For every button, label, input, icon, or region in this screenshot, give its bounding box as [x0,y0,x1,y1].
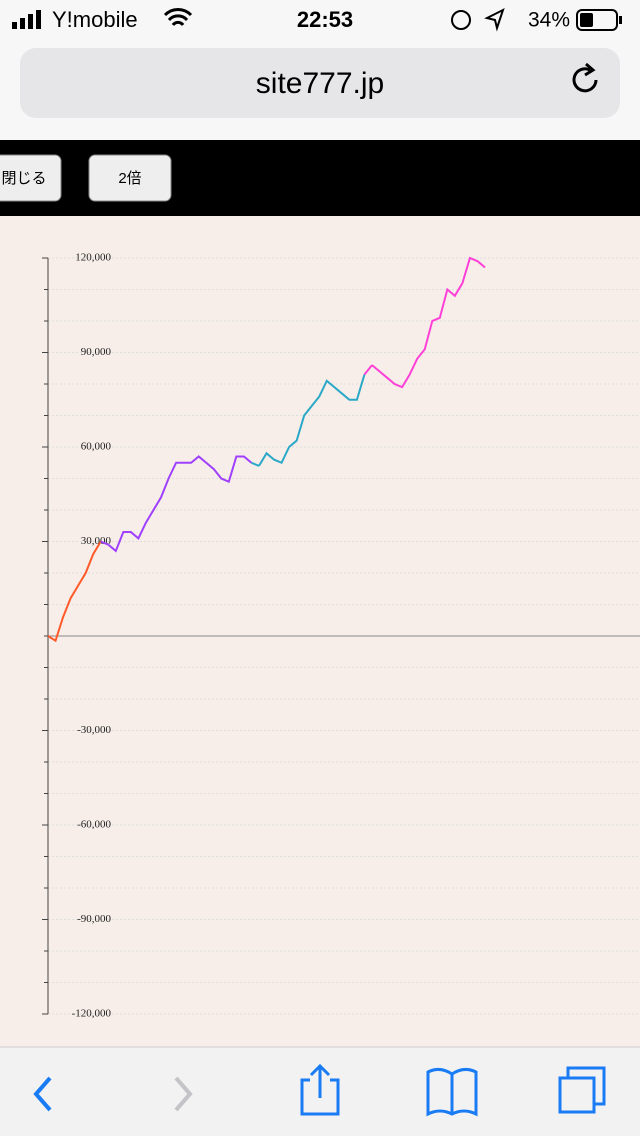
signal-icon [12,10,41,29]
location-icon [484,8,505,32]
wifi-icon [163,8,193,27]
y-tick-label: -90,000 [77,913,111,925]
bookmarks-icon[interactable] [426,1067,478,1117]
tabs-icon-back [566,1066,606,1106]
clock: 22:53 [297,7,353,32]
forward-icon [174,1076,193,1112]
battery-tip [619,16,622,24]
reload-icon[interactable] [572,67,598,93]
chart-bg [0,216,640,1047]
url[interactable]: site777.jp [256,67,384,100]
address-bar[interactable] [20,48,620,118]
line-series [258,374,366,467]
line-connector [100,540,109,546]
line-series [107,455,253,553]
y-tick-label: 120,000 [75,252,111,264]
y-tick-label: 60,000 [81,441,112,453]
y-tick-label: -30,000 [77,724,111,736]
y-tick-label: -60,000 [77,819,111,831]
back-icon[interactable] [33,1076,52,1112]
line-series [47,540,102,643]
line-series [371,256,486,389]
tabs-icon[interactable] [558,1076,596,1114]
lock-icon [451,10,471,30]
battery-text: 34% [528,9,570,32]
battery-icon [576,9,618,31]
chart: -120,000 -90,000 -60,000 -30,000 30,000 60,00… [42,252,640,1020]
close-button[interactable] [0,154,62,202]
share-icon[interactable] [300,1063,340,1116]
line-connector [363,364,373,376]
carrier: Y!mobile [52,7,138,32]
zoom-button[interactable] [88,154,172,202]
battery-level [580,13,593,27]
close-button-label[interactable]: 閉じる [1,170,46,187]
zoom-button-label[interactable]: 2倍 [118,170,141,187]
y-tick-label: 30,000 [81,535,112,547]
y-tick-label: 90,000 [81,346,112,358]
y-tick-label: -120,000 [72,1008,112,1020]
line-connector [251,461,260,467]
reload-arrow [584,62,596,77]
